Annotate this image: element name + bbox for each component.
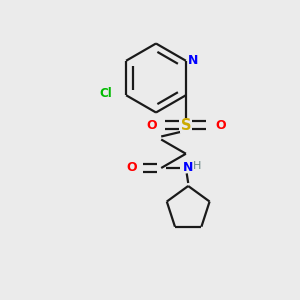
Text: Cl: Cl: [100, 87, 112, 100]
Text: O: O: [127, 161, 137, 175]
Text: O: O: [215, 119, 226, 132]
Text: H: H: [193, 161, 201, 172]
Text: S: S: [181, 118, 191, 133]
Text: O: O: [146, 119, 157, 132]
Text: N: N: [183, 161, 194, 175]
Text: N: N: [188, 54, 199, 67]
